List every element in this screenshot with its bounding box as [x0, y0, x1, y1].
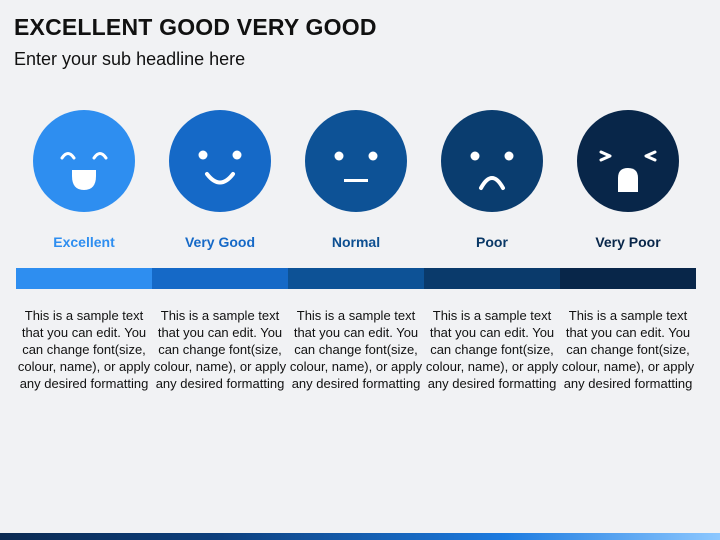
rating-description-normal: This is a sample text that you can edit.… [289, 308, 423, 391]
neutral-face-icon [305, 110, 407, 212]
laughing-face-icon [33, 110, 135, 212]
rating-label-poor: Poor [476, 234, 508, 250]
bottom-decorative-stripe [0, 533, 720, 540]
sad-face-icon [441, 110, 543, 212]
rating-bar-very-good [152, 268, 288, 289]
page-subtitle: Enter your sub headline here [14, 49, 246, 69]
rating-description-excellent: This is a sample text that you can edit.… [17, 308, 151, 391]
rating-label-very-good: Very Good [184, 234, 256, 250]
rating-bar-very-poor [560, 268, 696, 289]
page-title: EXCELLENT GOOD VERY GOOD [14, 14, 377, 40]
crying-face-icon [577, 110, 679, 212]
rating-bar-excellent [16, 268, 152, 289]
rating-bar-poor [424, 268, 560, 289]
rating-description-poor: This is a sample text that you can edit.… [425, 308, 559, 391]
smiling-face-icon [169, 110, 271, 212]
rating-label-normal: Normal [331, 234, 381, 250]
rating-label-excellent: Excellent [53, 234, 115, 250]
rating-bar-normal [288, 268, 424, 289]
rating-label-very-poor: Very Poor [595, 234, 661, 250]
rating-description-very-poor: This is a sample text that you can edit.… [561, 308, 695, 391]
rating-description-very-good: This is a sample text that you can edit.… [153, 308, 287, 391]
